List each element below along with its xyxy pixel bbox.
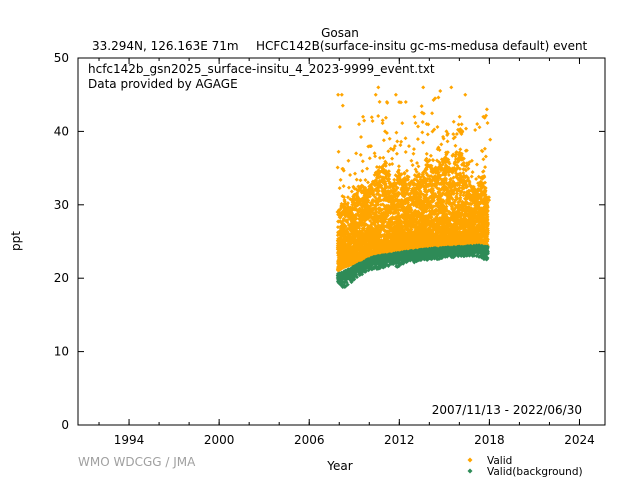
series-description: HCFC142B(surface-insitu gc-ms-medusa def… (256, 39, 588, 53)
y-axis-label: ppt (9, 231, 23, 251)
y-tick-label: 10 (54, 345, 69, 359)
legend-marker-background (467, 468, 473, 474)
valid-marks (335, 85, 493, 273)
data-provider: Data provided by AGAGE (88, 77, 238, 91)
x-axis: 1994 2000 2006 2012 2018 2024 (98, 58, 595, 447)
legend: Valid Valid(background) (467, 455, 583, 478)
y-tick-label: 30 (54, 198, 69, 212)
x-tick-label: 2000 (204, 433, 235, 447)
station-title: Gosan (321, 26, 359, 40)
background-marks (335, 243, 490, 290)
y-tick-label: 50 (54, 51, 69, 65)
x-axis-label: Year (326, 459, 352, 473)
y-axis: 0 10 20 30 40 50 (54, 51, 605, 432)
legend-label-valid: Valid (487, 455, 512, 467)
valid-points (335, 85, 493, 273)
period-label: 2007/11/13 - 2022/06/30 (432, 403, 582, 417)
legend-marker-valid (467, 457, 473, 463)
file-name: hcfc142b_gsn2025_surface-insitu_4_2023-9… (88, 62, 435, 76)
x-tick-label: 2024 (564, 433, 595, 447)
location-label: 33.294N, 126.163E 71m (92, 39, 239, 53)
y-tick-label: 40 (54, 124, 69, 138)
legend-label-background: Valid(background) (487, 466, 583, 478)
x-tick-label: 1994 (114, 433, 145, 447)
x-tick-label: 2006 (294, 433, 325, 447)
x-tick-label: 2018 (474, 433, 505, 447)
watermark: WMO WDCGG / JMA (78, 455, 196, 469)
x-tick-label: 2012 (384, 433, 415, 447)
y-tick-label: 0 (61, 418, 69, 432)
plot-frame (77, 57, 606, 426)
y-tick-label: 20 (54, 271, 69, 285)
background-points (335, 243, 490, 290)
